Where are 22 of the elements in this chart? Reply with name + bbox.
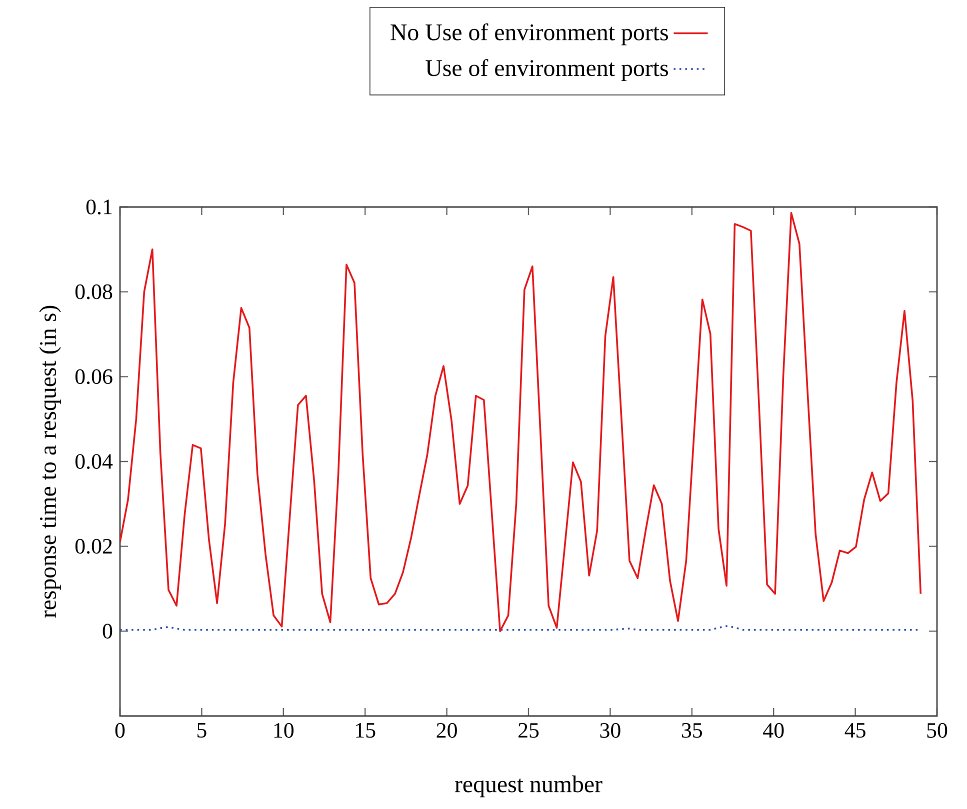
x-tick-label: 35 (682, 723, 702, 738)
x-tick-label: 25 (518, 723, 539, 738)
y-tick-label: 0.06 (75, 369, 112, 384)
y-axis-title: response time to a resquest (in s) (39, 306, 61, 618)
x-tick-label: 40 (763, 723, 784, 738)
y-tick-label: 0.1 (86, 200, 112, 214)
y-tick-label: 0.08 (75, 284, 112, 300)
x-tick-label: 5 (198, 723, 206, 738)
x-tick-label: 15 (356, 723, 376, 738)
y-tick-label: 0.04 (75, 454, 113, 469)
legend-label: Use of environment ports (426, 59, 668, 82)
x-tick-label: 10 (274, 723, 294, 738)
y-tick-label: 0 (102, 624, 112, 639)
x-tick-label: 0 (115, 723, 125, 738)
y-tick-label: 0.02 (75, 538, 112, 554)
x-tick-label: 20 (436, 723, 457, 738)
x-tick-label: 30 (600, 723, 620, 738)
x-tick-label: 50 (927, 723, 948, 738)
legend-label: No Use of environment ports (390, 23, 668, 46)
line-series (120, 212, 922, 632)
x-tick-label: 45 (844, 723, 866, 738)
x-axis-title: request number (454, 776, 602, 798)
